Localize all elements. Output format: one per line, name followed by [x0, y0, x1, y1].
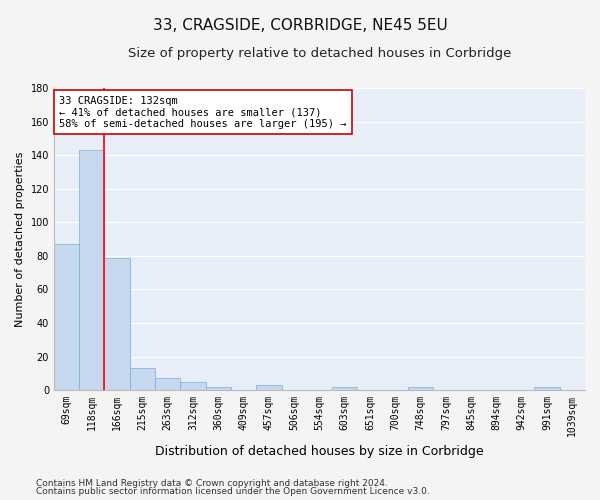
Bar [79, 150, 104, 390]
Bar [408, 387, 433, 390]
Bar [54, 244, 79, 390]
Text: 33, CRAGSIDE, CORBRIDGE, NE45 5EU: 33, CRAGSIDE, CORBRIDGE, NE45 5EU [152, 18, 448, 32]
Bar [155, 378, 181, 390]
Bar [535, 387, 560, 390]
Y-axis label: Number of detached properties: Number of detached properties [15, 152, 25, 327]
Text: Contains public sector information licensed under the Open Government Licence v3: Contains public sector information licen… [36, 487, 430, 496]
Title: Size of property relative to detached houses in Corbridge: Size of property relative to detached ho… [128, 48, 511, 60]
Bar [332, 387, 358, 390]
Bar [256, 385, 281, 390]
Text: Contains HM Land Registry data © Crown copyright and database right 2024.: Contains HM Land Registry data © Crown c… [36, 478, 388, 488]
Bar [130, 368, 155, 390]
Bar [104, 258, 130, 390]
Text: 33 CRAGSIDE: 132sqm
← 41% of detached houses are smaller (137)
58% of semi-detac: 33 CRAGSIDE: 132sqm ← 41% of detached ho… [59, 96, 347, 129]
X-axis label: Distribution of detached houses by size in Corbridge: Distribution of detached houses by size … [155, 444, 484, 458]
Bar [206, 387, 231, 390]
Bar [181, 382, 206, 390]
